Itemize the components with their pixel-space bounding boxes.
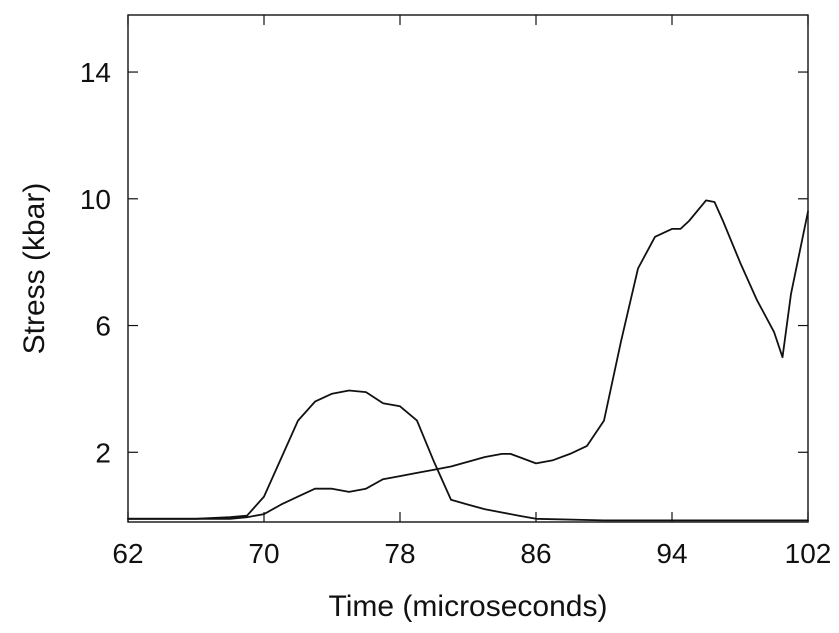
plot-frame-group [127,14,809,523]
x-axis-label: Time (microseconds) [329,590,608,623]
x-tick-label-5: 102 [785,538,832,569]
y-tick-label-2: 10 [80,184,111,215]
series-line-1 [127,199,809,520]
series-line-0 [127,389,809,522]
x-tick-label-2: 78 [384,538,415,569]
y-tick-label-1: 6 [95,311,111,342]
y-axis-label: Stress (kbar) [18,183,51,355]
plot-frame [127,14,809,523]
y-ticks-group: 2 6 10 14 [80,57,808,468]
x-tick-label-0: 62 [112,538,143,569]
x-ticks-group: 62 70 78 86 94 102 [112,15,831,569]
x-tick-label-1: 70 [248,538,279,569]
series-group [127,199,809,522]
y-tick-label-3: 14 [80,57,111,88]
y-tick-label-0: 2 [95,437,111,468]
x-tick-label-3: 86 [520,538,551,569]
axis-labels-group: Time (microseconds) Stress (kbar) [18,183,607,623]
x-tick-label-4: 94 [656,538,687,569]
